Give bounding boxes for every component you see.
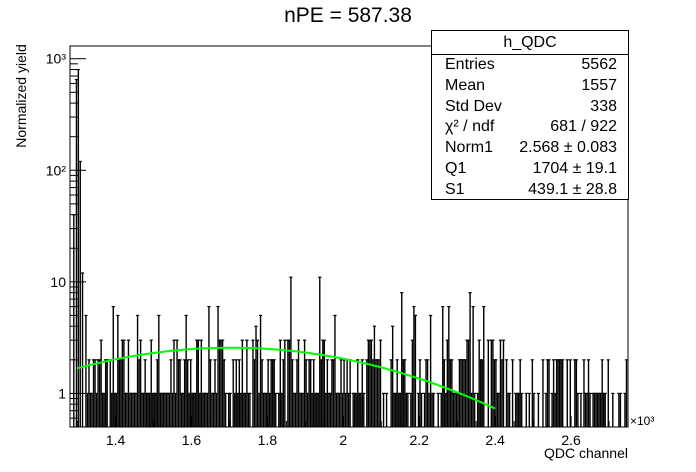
x-tick-label: 1.4 bbox=[106, 432, 126, 448]
stats-label: Q1 bbox=[445, 159, 467, 177]
x-tick-label: 1.6 bbox=[182, 432, 202, 448]
stats-row-q1: Q1 1704 ± 19.1 bbox=[432, 159, 628, 180]
stats-value: 439.1 ± 28.8 bbox=[528, 180, 617, 198]
stats-value: 338 bbox=[590, 97, 617, 115]
stats-row-chi2: χ² / ndf 681 / 922 bbox=[432, 117, 628, 138]
stats-value: 5562 bbox=[581, 56, 617, 73]
y-axis-label: Normalized yield bbox=[13, 44, 29, 147]
stats-label: χ² / ndf bbox=[445, 118, 495, 136]
stats-value: 2.568 ± 0.083 bbox=[519, 139, 617, 157]
stats-label: Norm1 bbox=[445, 139, 494, 157]
y-tick-label: 1 bbox=[58, 385, 66, 401]
x-axis-multiplier: ×10³ bbox=[630, 414, 654, 428]
y-tick-label: 10² bbox=[46, 162, 67, 178]
stats-value: 681 / 922 bbox=[550, 118, 617, 136]
stats-label: S1 bbox=[445, 180, 465, 198]
x-tick-label: 2.6 bbox=[561, 432, 581, 448]
stats-label: Std Dev bbox=[445, 97, 502, 115]
stats-label: Mean bbox=[445, 76, 486, 94]
chart-title: nPE = 587.38 bbox=[284, 4, 412, 27]
y-tick-label: 10 bbox=[50, 274, 66, 290]
gaussian-fit-curve bbox=[77, 346, 496, 410]
stats-label: Entries bbox=[445, 56, 495, 73]
y-tick-label: 10³ bbox=[46, 51, 67, 67]
x-tick-label: 2.2 bbox=[409, 432, 429, 448]
stats-value: 1704 ± 19.1 bbox=[532, 159, 617, 177]
stats-row-s1: S1 439.1 ± 28.8 bbox=[432, 180, 628, 201]
x-axis-label: QDC channel bbox=[544, 445, 628, 461]
stats-row-stddev: Std Dev 338 bbox=[432, 97, 628, 118]
stats-box-title: h_QDC bbox=[432, 31, 628, 55]
x-tick-label: 2.4 bbox=[485, 432, 505, 448]
stats-box: h_QDC Entries 5562 Mean 1557 Std Dev 338… bbox=[431, 30, 629, 200]
stats-row-norm1: Norm1 2.568 ± 0.083 bbox=[432, 138, 628, 159]
stats-row-mean: Mean 1557 bbox=[432, 76, 628, 97]
x-tick-label: 2 bbox=[339, 432, 347, 448]
stats-row-entries: Entries 5562 bbox=[432, 55, 628, 76]
x-tick-label: 1.8 bbox=[258, 432, 278, 448]
plot-frame bbox=[69, 45, 629, 428]
stats-value: 1557 bbox=[581, 76, 617, 94]
